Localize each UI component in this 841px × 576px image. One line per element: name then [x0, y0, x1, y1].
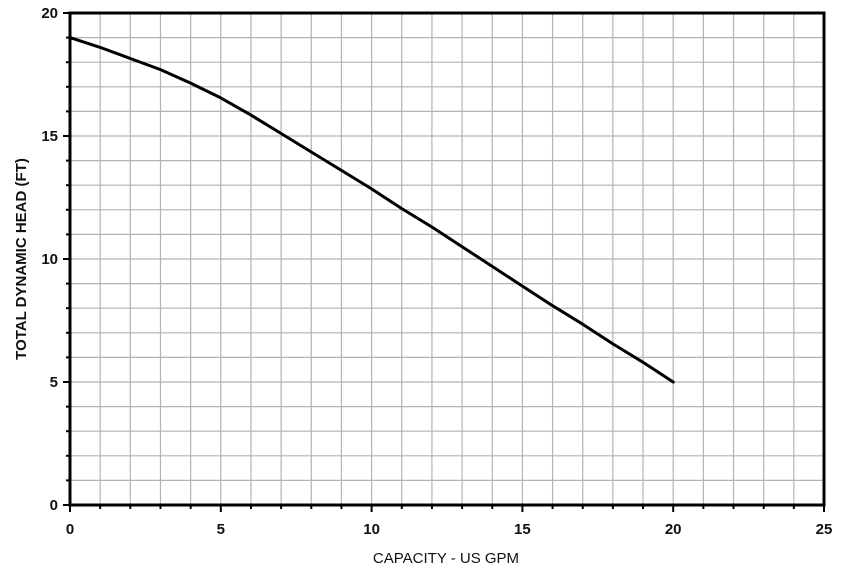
series	[68, 36, 675, 384]
y-tick-label: 5	[50, 374, 58, 391]
x-tick-label: 10	[363, 521, 380, 538]
grid	[70, 13, 824, 505]
x-tick-label: 25	[816, 521, 833, 538]
x-tick-label: 0	[66, 521, 74, 538]
head-capacity-curve	[68, 36, 675, 384]
ticks	[63, 12, 825, 512]
tick-labels: 0 5 10 15 20 25 0 5 10 15 20	[41, 5, 832, 538]
y-tick-label: 15	[41, 128, 58, 145]
x-tick-label: 20	[665, 521, 682, 538]
y-tick-label: 10	[41, 251, 58, 268]
y-tick-label: 0	[50, 497, 58, 514]
x-axis-title: CAPACITY - US GPM	[373, 550, 519, 567]
y-tick-label: 20	[41, 5, 58, 22]
x-tick-label: 15	[514, 521, 531, 538]
x-tick-label: 5	[217, 521, 225, 538]
y-axis-title: TOTAL DYNAMIC HEAD (FT)	[13, 158, 30, 360]
